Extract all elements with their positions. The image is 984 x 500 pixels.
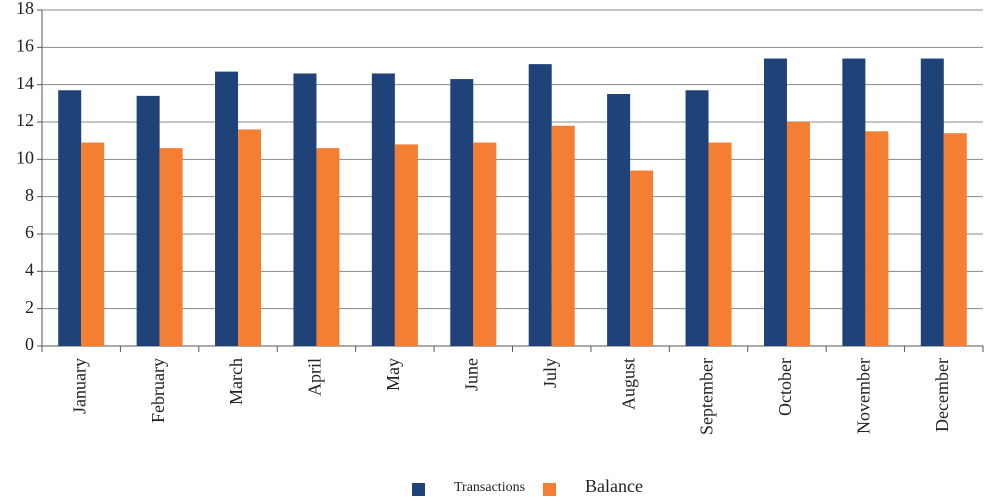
y-tick-label: 10 <box>16 147 34 167</box>
x-tick-label: September <box>697 358 717 435</box>
y-tick-label: 18 <box>16 0 34 18</box>
x-tick-label: June <box>461 358 481 391</box>
bar <box>371 73 395 346</box>
x-tick-label: March <box>226 358 246 405</box>
bar <box>786 122 810 346</box>
bar <box>238 129 262 346</box>
y-tick-label: 6 <box>25 222 34 242</box>
bar <box>685 90 709 347</box>
bar <box>607 94 631 346</box>
x-tick-label: December <box>932 358 952 432</box>
x-tick-label: August <box>618 358 638 410</box>
bar <box>450 79 474 347</box>
legend-swatch <box>412 483 425 496</box>
bar <box>293 73 317 346</box>
x-tick-label: May <box>383 358 403 391</box>
x-tick-label: October <box>775 358 795 416</box>
bar <box>159 148 183 346</box>
x-tick-label: July <box>540 358 560 388</box>
y-tick-label: 14 <box>16 73 34 93</box>
bar <box>394 144 418 346</box>
bar <box>708 142 732 346</box>
y-tick-label: 12 <box>16 110 34 130</box>
bar <box>943 133 967 346</box>
bar <box>551 125 575 346</box>
y-tick-label: 0 <box>25 334 34 354</box>
y-tick-label: 16 <box>16 35 34 55</box>
bar <box>528 64 552 346</box>
bar <box>630 170 654 346</box>
bar <box>865 131 889 346</box>
legend-label: Transactions <box>454 480 525 495</box>
y-tick-label: 4 <box>25 259 34 279</box>
legend-label: Balance <box>585 476 643 496</box>
legend-swatch <box>543 483 556 496</box>
bar <box>58 90 82 347</box>
y-tick-label: 2 <box>25 297 34 317</box>
bar <box>81 142 105 346</box>
bar <box>215 71 239 346</box>
x-tick-label: January <box>69 358 89 414</box>
bar <box>473 142 497 346</box>
bar <box>920 58 944 347</box>
bar <box>842 58 866 347</box>
x-tick-label: April <box>305 358 325 396</box>
bar <box>763 58 787 347</box>
x-tick-label: November <box>854 358 874 434</box>
x-tick-label: February <box>148 358 168 423</box>
y-tick-label: 8 <box>25 185 34 205</box>
bar <box>136 95 160 346</box>
bar <box>316 148 340 346</box>
